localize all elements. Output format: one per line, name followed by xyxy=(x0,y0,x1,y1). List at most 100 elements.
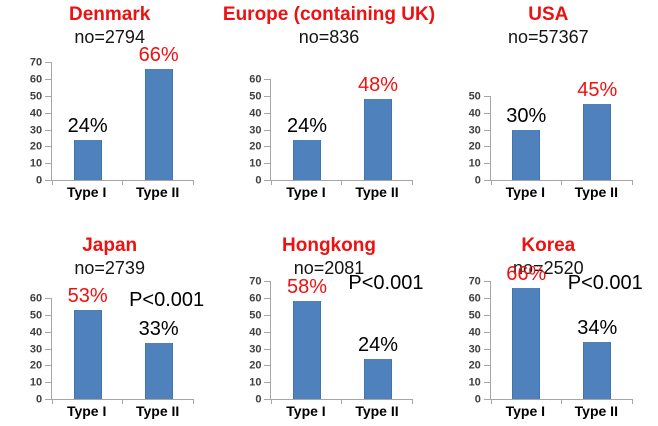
bar-value-label: 66% xyxy=(138,44,179,67)
bar-chart: 0 10 20 30 40 50 60 70 66% 34% P<0.001 Type I Type… xyxy=(464,264,643,420)
plot-row: 0 10 20 30 40 50 60 70 58% 24% P<0.001 xyxy=(244,273,423,405)
x-tick-mark xyxy=(490,180,492,186)
bar-chart: 0 10 20 30 40 50 60 24% 48% Type I Type II xyxy=(244,74,414,201)
bar-slot: 24% xyxy=(52,116,123,181)
y-tick-label: 60 xyxy=(249,73,262,86)
bar-value-label: 34% xyxy=(577,317,618,340)
bar-slot: 45% xyxy=(562,80,633,181)
y-axis: 0 10 20 30 40 50 60 70 xyxy=(244,276,271,405)
x-tick-mark xyxy=(122,180,124,186)
y-tick-mark xyxy=(45,180,52,182)
x-axis-labels: Type I Type II xyxy=(51,403,193,420)
y-tick-label: 20 xyxy=(468,359,481,372)
y-tick-mark xyxy=(483,130,490,132)
x-tick-mark xyxy=(341,399,343,405)
category-label: Type I xyxy=(286,403,326,420)
chart-sample-size: no=836 xyxy=(298,26,360,47)
y-tick-mark xyxy=(483,96,490,98)
y-tick-label: 70 xyxy=(249,275,262,288)
bar xyxy=(512,130,541,181)
chart-panel: Europe (containing UK) no=836 0 10 20 30 40 5… xyxy=(219,0,438,213)
y-tick-label: 30 xyxy=(468,124,481,137)
bar-slot: 66% xyxy=(491,264,562,400)
x-tick-mark xyxy=(52,180,54,186)
y-axis: 0 10 20 30 40 50 60 xyxy=(244,74,271,186)
category-label: Type II xyxy=(136,184,180,201)
bar xyxy=(583,342,612,400)
bar-value-label: 53% xyxy=(67,285,108,308)
y-tick-mark xyxy=(483,399,490,401)
category-label: Type I xyxy=(505,403,546,420)
chart-sample-size: no=2739 xyxy=(74,257,145,278)
chart-title: Hongkong xyxy=(282,235,376,256)
category-label: Type II xyxy=(574,184,618,201)
bar-slot: 58% xyxy=(271,277,342,400)
y-tick-mark xyxy=(264,365,271,367)
y-tick-mark xyxy=(264,113,271,115)
bar-value-label: 24% xyxy=(286,115,327,138)
chart-panel: Japan no=2739 0 10 20 30 40 50 60 53% 33% P<0.00… xyxy=(0,213,219,426)
chart-sample-size: no=2794 xyxy=(74,26,145,47)
plot-row: 0 10 20 30 40 50 60 70 24% 66% xyxy=(25,45,195,186)
y-tick-mark xyxy=(264,399,271,401)
y-tick-mark xyxy=(45,298,52,300)
y-tick-label: 20 xyxy=(468,140,481,153)
chart-sample-size: no=2081 xyxy=(293,257,365,278)
x-tick-mark xyxy=(271,399,273,405)
y-tick-mark xyxy=(264,163,271,165)
y-tick-mark xyxy=(264,382,271,384)
bar-value-label: 24% xyxy=(357,334,398,357)
category-label: Type I xyxy=(505,184,546,201)
y-tick-label: 0 xyxy=(474,174,481,187)
bar xyxy=(363,99,392,181)
bar-value-label: 33% xyxy=(138,318,179,341)
y-tick-mark xyxy=(264,130,271,132)
bar xyxy=(144,69,173,181)
p-value-annotation: P<0.001 xyxy=(567,272,643,295)
y-tick-label: 60 xyxy=(29,292,43,305)
y-tick-mark xyxy=(264,315,271,317)
y-tick-mark xyxy=(45,365,52,367)
y-tick-label: 10 xyxy=(249,376,262,389)
y-tick-mark xyxy=(264,332,271,334)
x-tick-mark xyxy=(52,399,54,405)
y-tick-mark xyxy=(45,349,52,351)
chart-panel: Denmark no=2794 0 10 20 30 40 50 60 70 24% 66% T… xyxy=(0,0,219,213)
plot-area: 30% 45% xyxy=(489,80,633,186)
bar-value-label: 30% xyxy=(506,105,547,128)
y-tick-label: 40 xyxy=(29,326,43,339)
x-tick-mark xyxy=(560,399,562,405)
bar-slot: 34% xyxy=(562,318,633,400)
x-tick-mark xyxy=(631,399,633,405)
y-tick-label: 40 xyxy=(249,326,262,339)
x-tick-mark xyxy=(560,180,562,186)
category-label: Type II xyxy=(355,184,399,201)
y-tick-mark xyxy=(264,298,271,300)
bar-chart: 0 10 20 30 40 50 30% 45% Type I Type II xyxy=(464,80,633,201)
y-tick-label: 10 xyxy=(468,376,481,389)
y-tick-label: 40 xyxy=(468,107,481,120)
category-label: Type II xyxy=(574,403,618,420)
y-tick-mark xyxy=(45,79,52,81)
plot-area: 53% 33% P<0.001 xyxy=(51,286,204,405)
x-tick-mark xyxy=(193,180,195,186)
y-tick-label: 60 xyxy=(29,73,43,86)
x-axis-labels: Type I Type II xyxy=(51,184,193,201)
y-tick-label: 0 xyxy=(255,393,262,406)
bar xyxy=(144,343,173,400)
bar-chart: 0 10 20 30 40 50 60 53% 33% P<0.001 Type I Type I… xyxy=(25,286,204,420)
y-tick-label: 50 xyxy=(468,90,481,103)
y-tick-mark xyxy=(483,365,490,367)
x-tick-mark xyxy=(193,399,195,405)
chart-title: Korea xyxy=(521,235,576,256)
y-tick-label: 20 xyxy=(249,140,262,153)
y-tick-mark xyxy=(483,163,490,165)
plot-row: 0 10 20 30 40 50 30% 45% xyxy=(464,80,633,186)
y-tick-mark xyxy=(264,96,271,98)
y-tick-label: 0 xyxy=(36,174,43,187)
y-tick-mark xyxy=(483,146,490,148)
y-tick-mark xyxy=(45,62,52,64)
y-tick-label: 0 xyxy=(474,393,481,406)
bar-slot: 33% xyxy=(123,319,194,400)
plot-area: 66% 34% P<0.001 xyxy=(489,264,643,405)
